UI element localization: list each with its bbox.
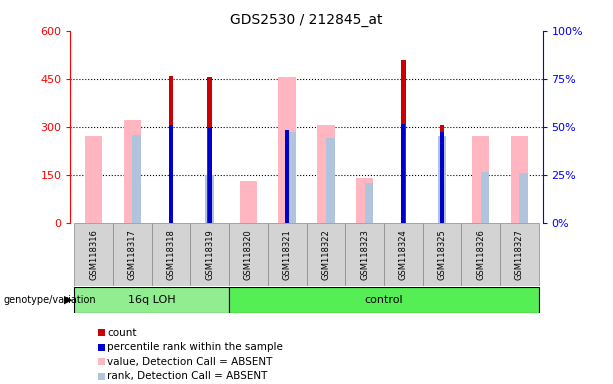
Bar — [229, 287, 539, 313]
Bar — [365, 183, 373, 223]
Text: rank, Detection Call = ABSENT: rank, Detection Call = ABSENT — [107, 371, 267, 381]
Bar — [278, 77, 296, 223]
Bar — [519, 173, 528, 223]
Text: 16q LOH: 16q LOH — [128, 295, 175, 305]
Bar — [240, 181, 257, 223]
Bar — [124, 120, 141, 223]
Text: GSM118327: GSM118327 — [515, 229, 524, 280]
Text: GSM118325: GSM118325 — [438, 229, 446, 280]
Bar — [401, 60, 406, 223]
Bar — [287, 131, 296, 223]
Bar — [191, 223, 229, 286]
Bar — [74, 287, 229, 313]
Bar — [74, 223, 113, 286]
Text: percentile rank within the sample: percentile rank within the sample — [107, 342, 283, 352]
Bar — [229, 223, 268, 286]
Text: GSM118324: GSM118324 — [398, 229, 408, 280]
Text: GSM118322: GSM118322 — [321, 229, 330, 280]
Title: GDS2530 / 212845_at: GDS2530 / 212845_at — [230, 13, 383, 27]
Text: GSM118319: GSM118319 — [205, 229, 215, 280]
Text: GSM118320: GSM118320 — [244, 229, 253, 280]
Bar — [169, 76, 173, 223]
Bar — [152, 223, 191, 286]
Bar — [208, 127, 211, 223]
Bar — [169, 125, 173, 223]
Bar — [326, 138, 335, 223]
Text: GSM118326: GSM118326 — [476, 229, 485, 280]
Text: value, Detection Call = ABSENT: value, Detection Call = ABSENT — [107, 357, 272, 367]
Bar — [356, 178, 373, 223]
Bar — [205, 175, 214, 223]
Text: ▶: ▶ — [64, 295, 73, 305]
Text: control: control — [365, 295, 403, 305]
Bar — [384, 223, 422, 286]
Bar — [438, 136, 446, 223]
Bar — [207, 77, 212, 223]
Bar — [422, 223, 461, 286]
Text: GSM118323: GSM118323 — [360, 229, 369, 280]
Text: count: count — [107, 328, 137, 338]
Bar — [268, 223, 306, 286]
Bar — [317, 125, 335, 223]
Bar — [461, 223, 500, 286]
Bar — [285, 130, 289, 223]
Bar — [306, 223, 345, 286]
Bar — [113, 223, 152, 286]
Text: GSM118316: GSM118316 — [89, 229, 98, 280]
Bar — [500, 223, 539, 286]
Bar — [472, 136, 489, 223]
Bar — [440, 125, 444, 223]
Bar — [440, 131, 444, 223]
Text: GSM118318: GSM118318 — [167, 229, 175, 280]
Bar — [345, 223, 384, 286]
Text: GSM118321: GSM118321 — [283, 229, 292, 280]
Bar — [481, 172, 489, 223]
Bar — [511, 136, 528, 223]
Text: genotype/variation: genotype/variation — [3, 295, 96, 305]
Bar — [402, 124, 405, 223]
Bar — [132, 135, 141, 223]
Text: GSM118317: GSM118317 — [128, 229, 137, 280]
Bar — [85, 136, 102, 223]
